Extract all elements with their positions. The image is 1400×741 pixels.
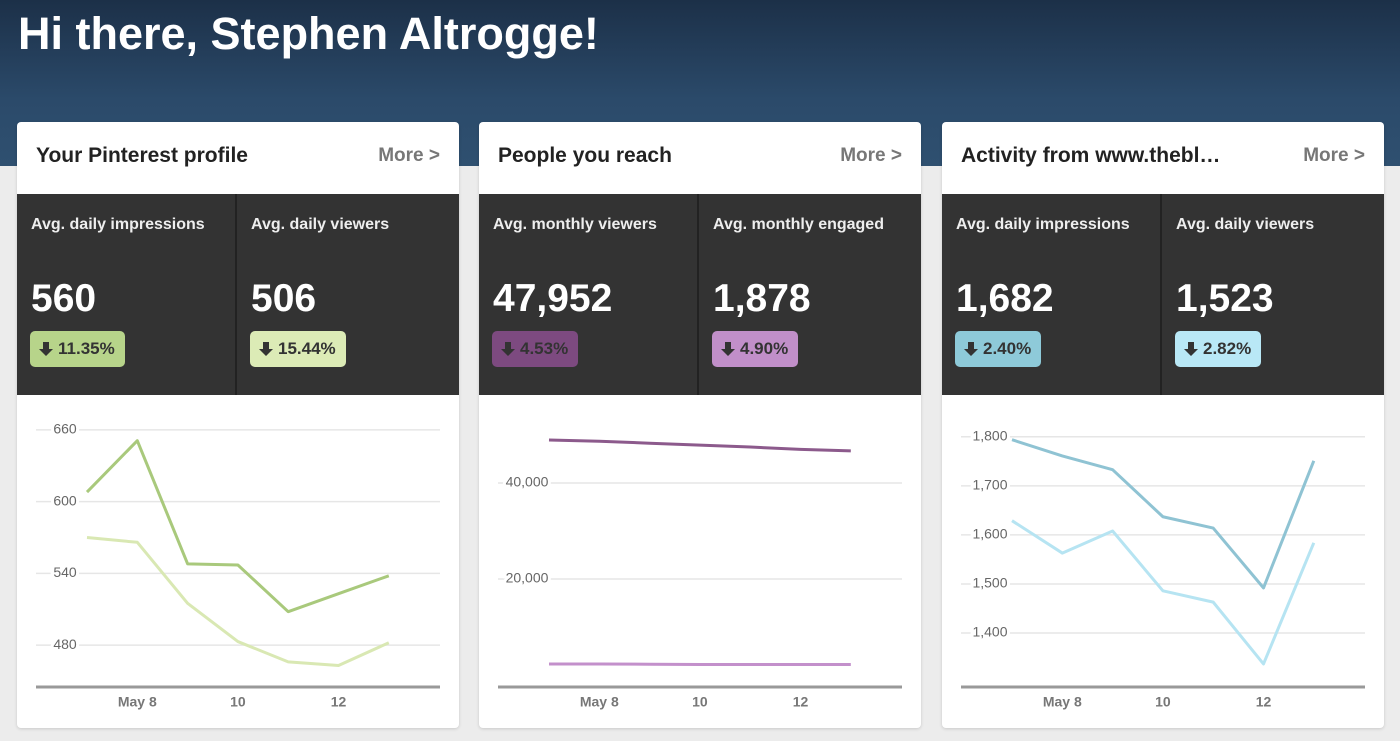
stats-panel: Avg. daily impressions 560 11.35% Avg. dail… <box>17 194 459 395</box>
change-text: 11.35% <box>58 339 115 358</box>
down-arrow <box>259 342 273 356</box>
x-tick-label: 12 <box>793 694 809 710</box>
change-text: 15.44% <box>278 339 336 358</box>
x-tick-label: 10 <box>1155 694 1171 710</box>
chart: 480 540 600 660 May 8 10 12 <box>36 418 440 710</box>
change-badge: 4.90% <box>712 331 799 367</box>
change-text: 4.90% <box>740 339 789 358</box>
stat-label: Avg. monthly viewers <box>493 216 657 233</box>
series-line <box>86 536 390 667</box>
change-text: 2.82% <box>1203 339 1252 358</box>
y-tick-label: 600 <box>53 492 77 508</box>
chart: 1,400 1,500 1,600 1,700 1,800 May 8 10 12 <box>961 424 1365 710</box>
stat-label: Avg. daily impressions <box>31 216 205 233</box>
arrow-shape <box>501 342 515 356</box>
stat-label: Avg. daily viewers <box>251 216 390 233</box>
arrow-shape <box>1184 342 1198 356</box>
down-arrow <box>964 342 978 356</box>
series-line <box>548 438 851 453</box>
arrow-shape <box>259 342 273 356</box>
card-title: Your Pinterest profile <box>36 144 248 167</box>
stat: Avg. daily viewers 506 15.44% <box>235 194 454 395</box>
stat-value: 560 <box>31 277 97 320</box>
card-title: People you reach <box>498 144 672 167</box>
card-title: Activity from www.thebl… <box>961 144 1221 167</box>
change-badge: 15.44% <box>250 331 346 367</box>
stat-value: 1,523 <box>1176 277 1274 320</box>
chart: 20,000 40,000 May 8 10 12 <box>498 438 902 710</box>
more-link[interactable]: More > <box>840 145 902 166</box>
y-tick-label: 660 <box>53 421 77 437</box>
stats-panel: Avg. monthly viewers 47,952 4.53% Avg. mont… <box>479 194 921 395</box>
greeting: Hi there, Stephen Altrogge! <box>18 8 599 59</box>
stat: Avg. daily viewers 1,523 2.82% <box>1160 194 1379 395</box>
change-text: 4.53% <box>520 339 569 358</box>
change-badge: 11.35% <box>30 331 125 367</box>
more-link[interactable]: More > <box>1303 145 1365 166</box>
change-text: 2.40% <box>983 339 1032 358</box>
y-tick-label: 20,000 <box>506 570 549 586</box>
down-arrow <box>721 342 735 356</box>
y-tick-label: 40,000 <box>506 474 549 490</box>
y-tick-label: 540 <box>53 564 77 580</box>
stat: Avg. daily impressions 560 11.35% <box>17 194 234 395</box>
stats-panel: Avg. daily impressions 1,682 2.40% Avg. dai… <box>942 194 1384 395</box>
y-tick-label: 1,500 <box>972 575 1007 591</box>
x-tick-label: 12 <box>331 694 347 710</box>
arrow-shape <box>721 342 735 356</box>
x-tick-label: May 8 <box>118 694 157 710</box>
change-badge: 2.40% <box>955 331 1042 367</box>
down-arrow <box>39 342 53 356</box>
stat: Avg. daily impressions 1,682 2.40% <box>942 194 1159 395</box>
change-badge: 4.53% <box>492 331 579 367</box>
stat-label: Avg. daily viewers <box>1176 216 1315 233</box>
stat-value: 506 <box>251 277 317 320</box>
card: Your Pinterest profile More > Avg. daily i… <box>17 122 459 728</box>
more-link[interactable]: More > <box>378 145 440 166</box>
down-arrow <box>1184 342 1198 356</box>
stat: Avg. monthly viewers 47,952 4.53% <box>479 194 696 395</box>
down-arrow <box>501 342 515 356</box>
stat: Avg. monthly engaged 1,878 4.90% <box>697 194 916 395</box>
stat-value: 1,682 <box>956 277 1054 320</box>
arrow-shape <box>964 342 978 356</box>
card: Activity from www.thebl… More > Avg. daily… <box>942 122 1384 728</box>
series-line <box>85 439 390 614</box>
change-badge: 2.82% <box>1175 331 1262 367</box>
y-tick-label: 1,400 <box>972 624 1007 640</box>
stat-value: 1,878 <box>713 277 811 320</box>
series-line <box>1011 519 1316 666</box>
series-line <box>1011 438 1316 590</box>
y-tick-label: 480 <box>53 636 77 652</box>
x-tick-label: May 8 <box>1043 694 1082 710</box>
x-tick-label: 12 <box>1256 694 1272 710</box>
y-tick-label: 1,700 <box>972 477 1007 493</box>
y-tick-label: 1,600 <box>972 526 1007 542</box>
arrow-shape <box>39 342 53 356</box>
x-tick-label: May 8 <box>580 694 619 710</box>
card: People you reach More > Avg. monthly viewe… <box>479 122 921 728</box>
stat-value: 47,952 <box>493 277 613 320</box>
x-tick-label: 10 <box>230 694 246 710</box>
x-tick-label: 10 <box>692 694 708 710</box>
y-tick-label: 1,800 <box>972 427 1007 443</box>
stat-label: Avg. monthly engaged <box>713 216 884 233</box>
stat-label: Avg. daily impressions <box>956 216 1130 233</box>
